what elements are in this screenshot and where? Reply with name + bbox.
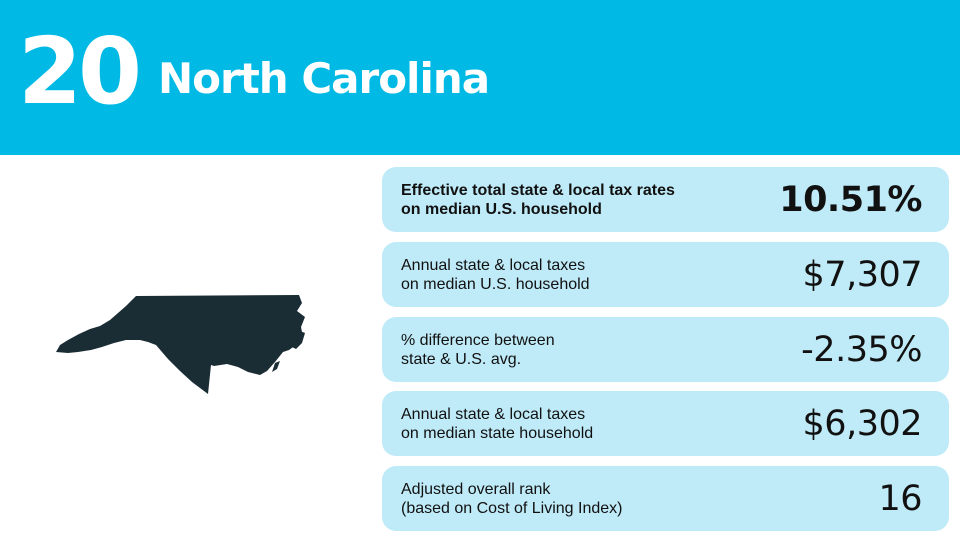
stat-value: $7,307: [802, 255, 923, 295]
stat-label-line: on median state household: [401, 425, 594, 442]
stat-label-line: Annual state & local taxes: [401, 406, 586, 423]
stat-label-line: % difference between: [401, 332, 555, 349]
stat-label-line: (based on Cost of Living Index): [401, 500, 623, 517]
stat-card-adjusted-rank: Adjusted overall rank (based on Cost of …: [382, 466, 949, 531]
stat-label: Effective total state & local tax rates …: [401, 181, 741, 219]
stat-card-annual-taxes-state: Annual state & local taxes on median sta…: [382, 391, 949, 456]
stat-label-line: on median U.S. household: [401, 201, 602, 218]
stat-label: % difference between state & U.S. avg.: [401, 331, 741, 369]
stat-label-line: Annual state & local taxes: [401, 257, 586, 274]
rank-number: 20: [18, 18, 142, 125]
stat-label-line: Adjusted overall rank: [401, 481, 551, 498]
stat-label-line: on median U.S. household: [401, 276, 590, 293]
stat-card-percent-difference: % difference between state & U.S. avg. -…: [382, 317, 949, 382]
stat-value: 16: [878, 479, 922, 519]
stat-label: Annual state & local taxes on median sta…: [401, 405, 741, 443]
stat-label-line: state & U.S. avg.: [401, 351, 522, 368]
stat-label-line: Effective total state & local tax rates: [401, 182, 675, 199]
stat-label: Annual state & local taxes on median U.S…: [401, 256, 741, 294]
stat-value: $6,302: [802, 404, 923, 444]
header-banner: 20 North Carolina: [0, 0, 960, 155]
state-name: North Carolina: [158, 54, 490, 103]
stat-card-effective-rate: Effective total state & local tax rates …: [382, 167, 949, 232]
north-carolina-map-icon: [56, 295, 305, 394]
stat-value: 10.51%: [779, 180, 922, 220]
stat-card-annual-taxes-us: Annual state & local taxes on median U.S…: [382, 242, 949, 307]
stat-label: Adjusted overall rank (based on Cost of …: [401, 480, 741, 518]
stat-value: -2.35%: [801, 330, 922, 370]
